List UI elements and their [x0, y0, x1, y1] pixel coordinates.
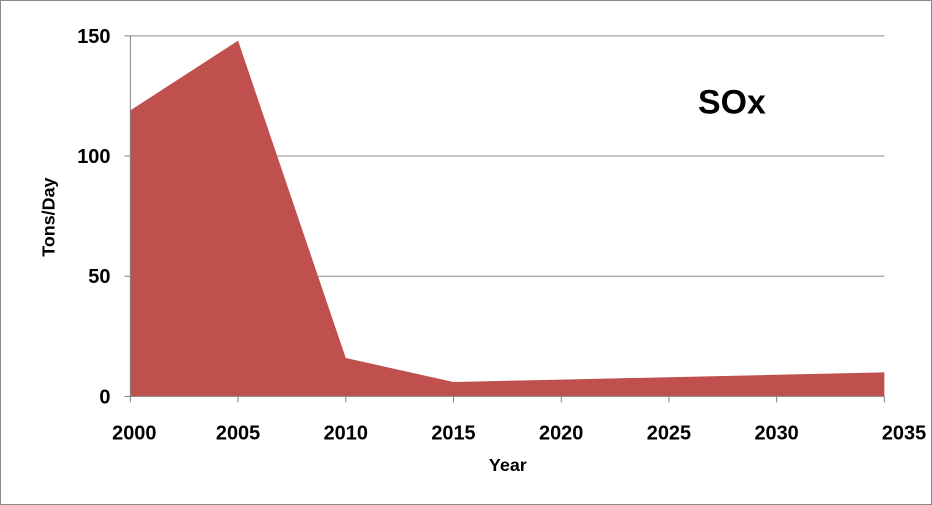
x-tick-label-2025: 2025: [647, 422, 691, 444]
y-axis-title: Tons/Day: [39, 177, 59, 256]
chart-title: SOx: [698, 84, 766, 122]
y-tick-label-50: 50: [88, 266, 110, 288]
axes: [124, 35, 885, 403]
y-tick-label-150: 150: [77, 26, 110, 48]
y-tick-label-100: 100: [77, 146, 110, 168]
y-tick-label-0: 0: [99, 386, 110, 408]
x-tick-label-2005: 2005: [216, 422, 260, 444]
x-tick-label-2035: 2035: [882, 422, 926, 444]
area-series: [130, 40, 885, 397]
y-tick-labels: 0 50 100 150: [77, 26, 110, 409]
x-tick-label-2000: 2000: [112, 422, 156, 444]
x-axis-title: Year: [489, 455, 527, 475]
area-series-path: [130, 40, 885, 397]
x-tick-label-2015: 2015: [431, 422, 475, 444]
x-tick-label-2010: 2010: [324, 422, 368, 444]
x-tick-labels: 2000 2005 2010 2015 2020 2025 2030 2035: [112, 422, 926, 444]
x-tick-label-2020: 2020: [539, 422, 583, 444]
x-tick-label-2030: 2030: [754, 422, 798, 444]
